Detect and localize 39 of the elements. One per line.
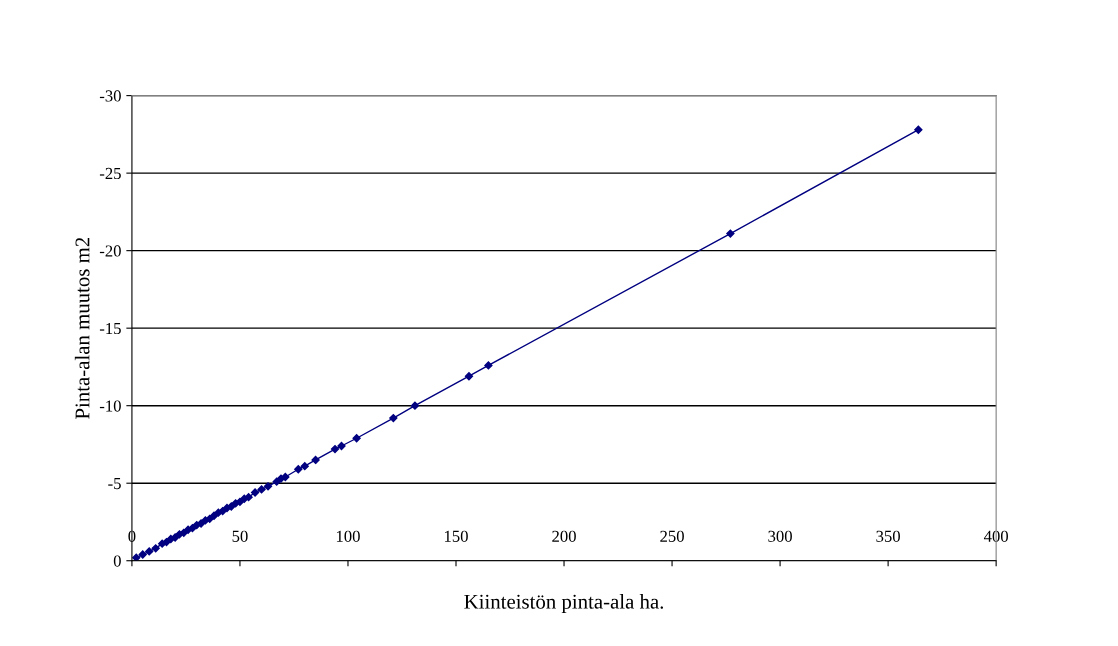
x-axis-title: Kiinteistön pinta-ala ha. [464, 594, 664, 613]
point [330, 444, 340, 454]
y-tick-label: -20 [99, 245, 121, 257]
point [244, 493, 253, 502]
x-tick-label: 400 [983, 530, 1008, 542]
point [151, 544, 160, 553]
x-tick-label: 50 [232, 530, 248, 542]
x-tick-label: 200 [552, 530, 576, 542]
point [484, 361, 493, 370]
point [726, 229, 735, 238]
point [410, 401, 420, 410]
x-tick-label: 250 [660, 530, 684, 542]
point [464, 372, 474, 381]
y-tick-label: -30 [99, 90, 121, 102]
point [162, 537, 171, 547]
point [281, 472, 290, 482]
y-tick-label: -25 [99, 167, 121, 180]
point [352, 434, 361, 443]
x-tick-label: 300 [768, 530, 792, 542]
y-tick-label: -15 [99, 322, 121, 335]
point [294, 465, 303, 474]
y-tick-label: -5 [108, 478, 121, 490]
point [300, 462, 309, 471]
point [145, 547, 154, 556]
point [914, 125, 923, 134]
y-axis-title: Pinta-alan muutos m2 [74, 237, 90, 419]
point [263, 482, 273, 491]
point [311, 455, 320, 465]
y-tick-label: -10 [99, 400, 121, 412]
x-tick-label: 150 [444, 530, 468, 542]
point [257, 485, 266, 494]
point [272, 477, 281, 486]
x-tick-label: 350 [876, 530, 900, 542]
point [389, 413, 398, 423]
point [132, 553, 141, 561]
x-tick-label: 100 [336, 530, 360, 542]
y-tick-label: 0 [113, 555, 121, 567]
point [138, 550, 147, 559]
point [209, 511, 219, 520]
